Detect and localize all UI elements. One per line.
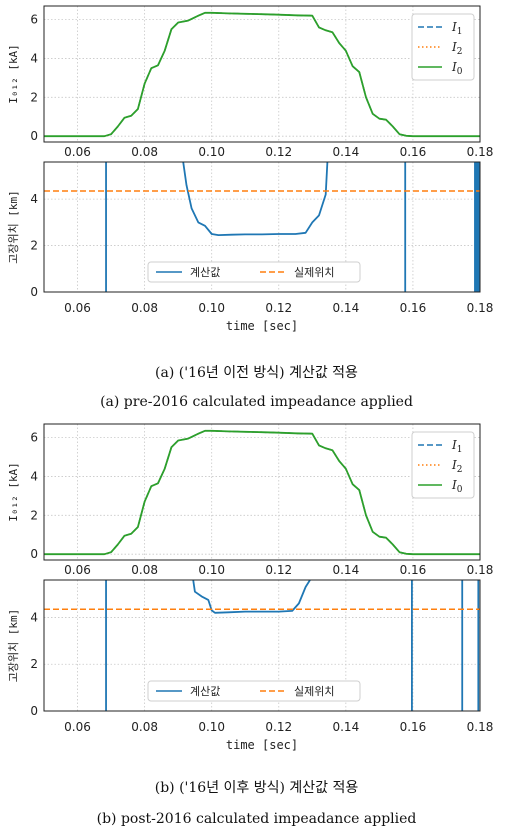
x-tick-label: 0.10 bbox=[198, 563, 225, 577]
legend-label: I1 bbox=[451, 438, 462, 455]
legend-label: I2 bbox=[451, 40, 462, 57]
y-axis-label: I₀₁₂ [kA] bbox=[7, 462, 20, 522]
legend-label: 계산값 bbox=[190, 266, 220, 279]
plot-frame bbox=[43, 579, 481, 712]
x-tick-label: 0.06 bbox=[64, 145, 91, 159]
x-tick-label: 0.16 bbox=[400, 145, 427, 159]
x-tick-label: 0.06 bbox=[64, 720, 91, 734]
x-tick-label: 0.16 bbox=[400, 301, 427, 315]
y-tick-label: 4 bbox=[30, 51, 38, 65]
x-tick-label: 0.08 bbox=[131, 720, 158, 734]
y-tick-label: 2 bbox=[30, 90, 38, 104]
legend-box bbox=[147, 680, 361, 702]
y-tick-label: 0 bbox=[30, 129, 38, 143]
y-tick-label: 2 bbox=[30, 508, 38, 522]
y-tick-label: 6 bbox=[30, 13, 38, 27]
plot-frame bbox=[43, 161, 481, 293]
x-tick-label: 0.10 bbox=[198, 720, 225, 734]
x-tick-label: 0.10 bbox=[198, 145, 225, 159]
x-tick-label: 0.08 bbox=[131, 301, 158, 315]
legend-label: 계산값 bbox=[190, 685, 220, 698]
y-tick-label: 0 bbox=[30, 704, 38, 718]
y-tick-label: 0 bbox=[30, 547, 38, 561]
x-tick-label: 0.12 bbox=[265, 301, 292, 315]
x-tick-label: 0.06 bbox=[64, 563, 91, 577]
plot-frame bbox=[43, 423, 481, 561]
legend-label: I0 bbox=[451, 60, 463, 77]
caption-a-english: (a) pre-2016 calculated impeadance appli… bbox=[100, 394, 413, 410]
legend-box bbox=[147, 261, 361, 283]
legend-label: I2 bbox=[451, 458, 462, 475]
x-tick-label: 0.14 bbox=[332, 563, 359, 577]
legend-label: 실제위치 bbox=[294, 685, 334, 698]
x-tick-label: 0.08 bbox=[131, 563, 158, 577]
legend: I1 I2 I0 bbox=[411, 431, 475, 499]
series-line bbox=[182, 162, 329, 237]
y-tick-label: 4 bbox=[30, 192, 38, 206]
y-tick-label: 6 bbox=[30, 431, 38, 445]
y-axis-label: 고장위치 [km] bbox=[7, 609, 20, 683]
x-tick-label: 0.18 bbox=[467, 145, 494, 159]
x-tick-label: 0.16 bbox=[400, 720, 427, 734]
x-tick-label: 0.18 bbox=[467, 720, 494, 734]
y-axis-label: 고장위치 [km] bbox=[7, 190, 20, 264]
x-tick-label: 0.14 bbox=[332, 301, 359, 315]
x-tick-label: 0.12 bbox=[265, 720, 292, 734]
x-tick-label: 0.10 bbox=[198, 301, 225, 315]
legend-label: I1 bbox=[451, 20, 462, 37]
series-line bbox=[44, 11, 480, 138]
x-tick-label: 0.12 bbox=[265, 563, 292, 577]
x-tick-label: 0.14 bbox=[332, 145, 359, 159]
legend: 계산값 실제위치 bbox=[147, 680, 361, 702]
x-axis-label: time [sec] bbox=[226, 319, 298, 333]
x-tick-label: 0.12 bbox=[265, 145, 292, 159]
series-line bbox=[44, 429, 480, 556]
chart-b-current: 0.06 0.08 0.10 0.12 0.14 0.16 0.18 0 2 4 6 I₀₁₂ [kA… bbox=[7, 423, 494, 577]
y-tick-label: 2 bbox=[30, 657, 38, 671]
plot-frame bbox=[43, 5, 481, 143]
caption-b-english: (b) post-2016 calculated impeadance appl… bbox=[97, 811, 417, 827]
y-tick-label: 4 bbox=[30, 610, 38, 624]
y-tick-label: 0 bbox=[30, 285, 38, 299]
series-line bbox=[192, 580, 311, 614]
x-tick-label: 0.16 bbox=[400, 563, 427, 577]
legend-box bbox=[411, 431, 475, 499]
legend: 계산값 실제위치 bbox=[147, 261, 361, 283]
legend-label: 실제위치 bbox=[294, 266, 334, 279]
x-tick-label: 0.08 bbox=[131, 145, 158, 159]
legend-label: I0 bbox=[451, 478, 463, 495]
legend-box bbox=[411, 13, 475, 81]
x-tick-label: 0.18 bbox=[467, 301, 494, 315]
caption-b-korean: (b) ('16년 이후 방식) 계산값 적용 bbox=[155, 780, 359, 796]
x-tick-label: 0.18 bbox=[467, 563, 494, 577]
legend: I1 I2 I0 bbox=[411, 13, 475, 81]
y-tick-label: 4 bbox=[30, 469, 38, 483]
caption-a-korean: (a) ('16년 이전 방식) 계산값 적용 bbox=[155, 365, 358, 381]
chart-a-current: 0.06 0.08 0.10 0.12 0.14 0.16 0.18 0 2 4 6 I₀₁₂ [kA… bbox=[7, 5, 494, 159]
chart-b-fault-location: 0.06 0.08 0.10 0.12 0.14 0.16 0.18 0 2 4 고장위치 [km]… bbox=[7, 579, 494, 752]
y-axis-label: I₀₁₂ [kA] bbox=[7, 44, 20, 104]
x-axis-label: time [sec] bbox=[226, 738, 298, 752]
chart-a-fault-location: 0.06 0.08 0.10 0.12 0.14 0.16 0.18 0 2 4 고장위치 [km]… bbox=[7, 161, 494, 333]
x-tick-label: 0.06 bbox=[64, 301, 91, 315]
x-tick-label: 0.14 bbox=[332, 720, 359, 734]
y-tick-label: 2 bbox=[30, 239, 38, 253]
